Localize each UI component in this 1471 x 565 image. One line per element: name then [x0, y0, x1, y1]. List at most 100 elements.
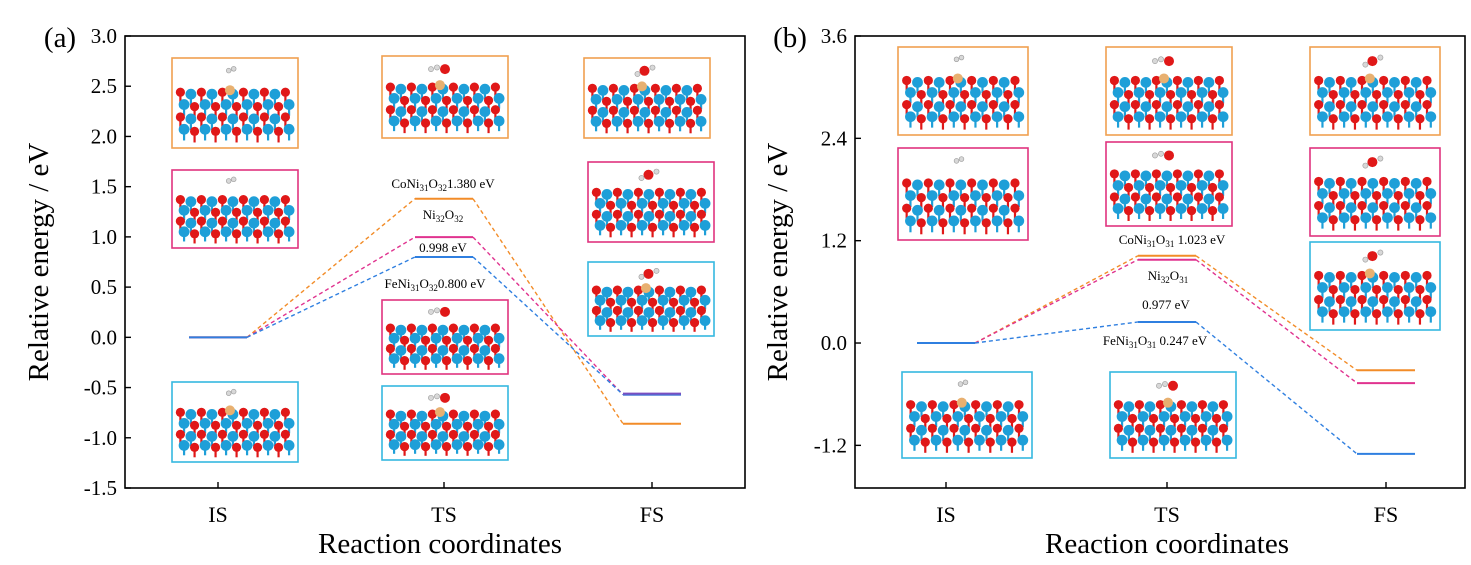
nickel-atom	[678, 220, 690, 231]
oxygen-atom	[1422, 295, 1432, 305]
oxygen-atom	[1207, 114, 1218, 124]
oxygen-atom	[483, 442, 494, 452]
nickel-atom	[1196, 180, 1208, 191]
oxygen-atom	[1379, 100, 1389, 110]
oxygen-atom	[949, 423, 959, 433]
dopant-atom	[956, 397, 967, 408]
nickel-atom	[1324, 272, 1335, 283]
oxygen-atom	[1379, 176, 1389, 187]
oxygen-atom	[633, 209, 644, 219]
oxygen-atom	[217, 112, 227, 122]
nickel-atom	[1324, 101, 1335, 113]
oxygen-atom	[1144, 205, 1155, 216]
nickel-atom	[1203, 101, 1215, 113]
y-tick-label: 0.0	[91, 325, 117, 349]
nickel-atom	[1158, 434, 1170, 446]
nickel-atom	[995, 411, 1007, 422]
nickel-atom	[1154, 87, 1166, 98]
oxygen-atom	[385, 105, 395, 115]
hydrogen-atom	[1152, 58, 1158, 64]
energy-annotation: Ni32O31	[1148, 268, 1188, 285]
oxygen-atom	[462, 118, 473, 128]
oxygen-atom	[238, 216, 248, 226]
oxygen-atom	[1109, 75, 1119, 86]
oxygen-atom	[462, 95, 473, 106]
nickel-atom	[1140, 193, 1152, 205]
hydrogen-atom	[1377, 249, 1384, 256]
oxygen-atom	[960, 89, 970, 100]
nickel-atom	[594, 220, 606, 231]
nickel-atom	[948, 87, 960, 98]
nickel-atom	[594, 294, 606, 306]
nickel-atom	[618, 107, 630, 118]
oxygen-atom	[692, 105, 703, 115]
hydrogen-atom	[1362, 61, 1369, 68]
nickel-atom	[262, 226, 274, 238]
dopant-atom	[952, 73, 963, 84]
nickel-atom	[199, 123, 211, 135]
oxygen-atom	[189, 229, 200, 239]
nickel-atom	[178, 226, 190, 238]
oxygen-atom	[1314, 295, 1324, 305]
oxygen-atom	[587, 105, 598, 115]
oxygen-atom	[462, 335, 473, 345]
nickel-atom	[601, 189, 613, 200]
oxygen-atom	[612, 285, 623, 295]
nickel-atom	[416, 345, 428, 356]
nickel-atom	[248, 88, 260, 100]
nickel-atom	[262, 204, 274, 216]
oxygen-atom	[960, 193, 970, 203]
nickel-atom	[699, 315, 711, 327]
nickel-atom	[657, 315, 669, 327]
oxygen-atom	[1211, 437, 1222, 447]
nickel-atom	[1382, 306, 1393, 318]
oxygen-atom	[217, 407, 227, 417]
nickel-atom	[206, 113, 218, 125]
nickel-atom	[1154, 203, 1166, 214]
oxygen-atom	[1193, 100, 1203, 110]
oxygen-atom	[1393, 284, 1403, 295]
oxygen-atom	[964, 437, 974, 447]
oxygen-atom	[427, 343, 437, 354]
oxygen-atom	[1379, 295, 1389, 305]
energy-annotation: FeNi31O320.800 eV	[384, 276, 486, 293]
oxygen-atom	[1357, 176, 1367, 187]
dopant-atom	[1162, 397, 1173, 408]
oxygen-atom	[175, 112, 185, 122]
oxygen-atom	[633, 187, 644, 197]
nickel-atom	[1382, 87, 1393, 98]
annotation-text: O	[429, 176, 438, 191]
nickel-atom	[388, 353, 400, 365]
oxygen-atom	[448, 82, 458, 92]
oxygen-atom	[967, 178, 977, 188]
hydrogen-atom	[1156, 382, 1162, 389]
oxygen-atom	[1186, 89, 1197, 100]
connector-line	[246, 236, 416, 338]
oxygen-atom	[916, 193, 926, 203]
nickel-atom	[1389, 296, 1400, 308]
dopant-atom	[434, 407, 445, 418]
nickel-atom	[220, 226, 232, 238]
hydrogen-atom	[434, 307, 440, 314]
oxygen-atom	[1010, 100, 1020, 110]
nickel-atom	[479, 106, 491, 118]
nickel-atom	[991, 111, 1003, 123]
oxygen-atom	[906, 423, 916, 433]
oxygen-atom	[1190, 413, 1201, 424]
nickel-atom	[1345, 77, 1357, 88]
nickel-atom	[674, 94, 686, 105]
nickel-atom	[199, 226, 211, 238]
oxygen-atom	[440, 306, 450, 317]
oxygen-atom	[196, 216, 206, 226]
oxygen-atom	[923, 178, 933, 188]
oxygen-atom	[927, 400, 937, 410]
oxygen-atom	[1148, 413, 1159, 424]
nickel-atom	[937, 424, 949, 436]
oxygen-atom	[1193, 75, 1203, 86]
oxygen-atom	[1335, 176, 1345, 187]
y-tick-label: 2.4	[821, 126, 848, 150]
nickel-atom	[622, 189, 634, 200]
oxygen-atom	[605, 222, 616, 232]
nickel-atom	[1182, 77, 1194, 88]
nickel-atom	[1425, 87, 1437, 98]
